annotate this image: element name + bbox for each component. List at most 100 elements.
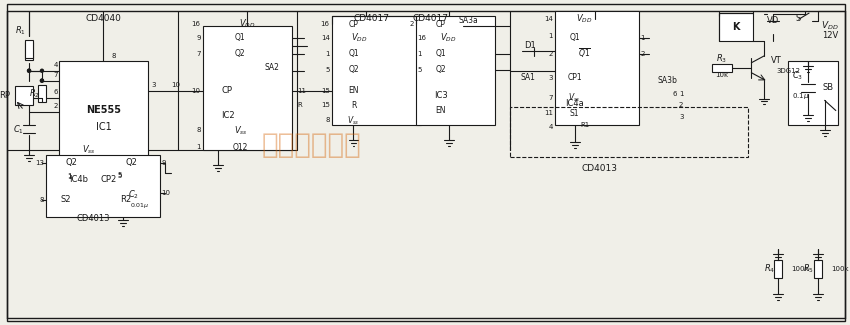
Text: 8: 8 <box>111 53 116 59</box>
Text: 11: 11 <box>297 87 306 94</box>
Bar <box>718 13 753 41</box>
Polygon shape <box>768 24 779 33</box>
Text: 0.1$\mu$: 0.1$\mu$ <box>792 91 809 100</box>
Text: $C_1$: $C_1$ <box>13 123 24 136</box>
Text: K: K <box>732 22 740 32</box>
Text: 8: 8 <box>39 197 44 203</box>
Text: 2: 2 <box>54 103 58 110</box>
Text: SA3a: SA3a <box>459 16 479 25</box>
Text: 2: 2 <box>410 21 414 27</box>
Circle shape <box>41 79 43 82</box>
Text: $V_{ss}$: $V_{ss}$ <box>234 124 247 136</box>
Bar <box>788 61 837 125</box>
Text: $R_2$: $R_2$ <box>29 87 39 100</box>
Text: 0.01$\mu$: 0.01$\mu$ <box>130 201 150 210</box>
Text: Q2: Q2 <box>65 159 77 167</box>
Text: $V_{DD}$: $V_{DD}$ <box>821 20 839 32</box>
Text: 100k: 100k <box>830 266 848 272</box>
Text: Q1: Q1 <box>348 49 359 58</box>
Text: 1: 1 <box>67 173 72 179</box>
Bar <box>332 16 421 125</box>
Text: 6: 6 <box>673 91 677 97</box>
Text: Q2: Q2 <box>125 159 137 167</box>
Text: IC4a: IC4a <box>565 99 584 108</box>
Text: 5: 5 <box>117 172 122 178</box>
Text: IC4b: IC4b <box>69 176 88 184</box>
Text: IC3: IC3 <box>434 91 448 100</box>
Text: Q1: Q1 <box>570 33 580 43</box>
Text: 5: 5 <box>326 67 330 73</box>
Text: 3: 3 <box>548 75 552 81</box>
Text: IC2: IC2 <box>221 111 235 120</box>
Text: CD4013: CD4013 <box>76 214 110 223</box>
Text: 10: 10 <box>161 190 170 196</box>
Text: CD4017: CD4017 <box>354 14 389 23</box>
Text: 3: 3 <box>679 114 683 120</box>
Text: 1: 1 <box>196 144 201 150</box>
Text: 2: 2 <box>548 51 552 57</box>
Text: 7: 7 <box>54 72 58 78</box>
Text: $V_{DD}$: $V_{DD}$ <box>440 32 457 44</box>
Bar <box>38 84 46 102</box>
Text: 1: 1 <box>640 35 645 41</box>
Text: R: R <box>297 102 302 109</box>
Polygon shape <box>522 44 534 52</box>
Text: 3: 3 <box>151 82 156 88</box>
Text: 7: 7 <box>548 95 552 100</box>
Bar <box>202 26 292 150</box>
Bar <box>774 260 782 278</box>
Text: 100k: 100k <box>791 266 808 272</box>
Text: NE555: NE555 <box>86 105 121 115</box>
Bar <box>59 61 148 170</box>
Text: EN: EN <box>435 106 446 115</box>
Text: $V_{DD}$: $V_{DD}$ <box>239 18 256 30</box>
Text: 库电子市场网: 库电子市场网 <box>262 131 362 159</box>
Text: 1: 1 <box>679 91 683 97</box>
Text: Q2: Q2 <box>348 65 359 74</box>
Text: CP2: CP2 <box>100 176 116 184</box>
Bar <box>555 11 639 125</box>
Text: $R_4$: $R_4$ <box>763 263 775 275</box>
Text: 4: 4 <box>54 62 58 68</box>
Bar <box>416 16 496 125</box>
Circle shape <box>27 69 31 72</box>
Text: CP: CP <box>348 20 359 29</box>
Text: $V_{DD}$: $V_{DD}$ <box>576 13 593 25</box>
Text: VD: VD <box>767 16 779 25</box>
Text: S: S <box>796 14 801 23</box>
Text: 1: 1 <box>326 51 330 57</box>
Text: 15: 15 <box>320 87 330 94</box>
Text: 9: 9 <box>161 160 166 166</box>
Text: 10k: 10k <box>715 72 728 78</box>
Text: Q2: Q2 <box>235 49 246 58</box>
Text: $R_1$: $R_1$ <box>14 25 26 37</box>
Text: 2: 2 <box>679 102 683 109</box>
Text: RP: RP <box>0 91 10 100</box>
Text: 8: 8 <box>196 127 201 133</box>
Text: CP: CP <box>436 20 445 29</box>
Text: SA1: SA1 <box>521 73 536 82</box>
Bar <box>711 64 732 72</box>
Text: 7: 7 <box>196 51 201 57</box>
Text: $C_2$: $C_2$ <box>128 188 139 201</box>
Text: Q1: Q1 <box>235 33 246 43</box>
Text: Q12: Q12 <box>233 143 248 152</box>
Text: D1: D1 <box>524 41 536 50</box>
Text: 16: 16 <box>417 35 426 41</box>
Text: 1: 1 <box>548 33 552 39</box>
Text: 5: 5 <box>417 67 422 73</box>
Text: $V_{ss}$: $V_{ss}$ <box>569 91 581 104</box>
Text: 8: 8 <box>326 117 330 123</box>
Circle shape <box>41 69 43 72</box>
Text: $R_3$: $R_3$ <box>716 53 727 65</box>
Text: SB: SB <box>822 83 833 92</box>
Text: 14: 14 <box>320 35 330 41</box>
Text: 3DG12: 3DG12 <box>776 68 800 74</box>
Text: S1: S1 <box>570 109 580 118</box>
Text: CP1: CP1 <box>568 73 582 82</box>
Text: CD4040: CD4040 <box>86 14 122 23</box>
Text: Q1: Q1 <box>435 49 446 58</box>
Text: CD4013: CD4013 <box>581 164 618 174</box>
Text: 15: 15 <box>320 102 330 109</box>
Text: VT: VT <box>771 56 782 65</box>
